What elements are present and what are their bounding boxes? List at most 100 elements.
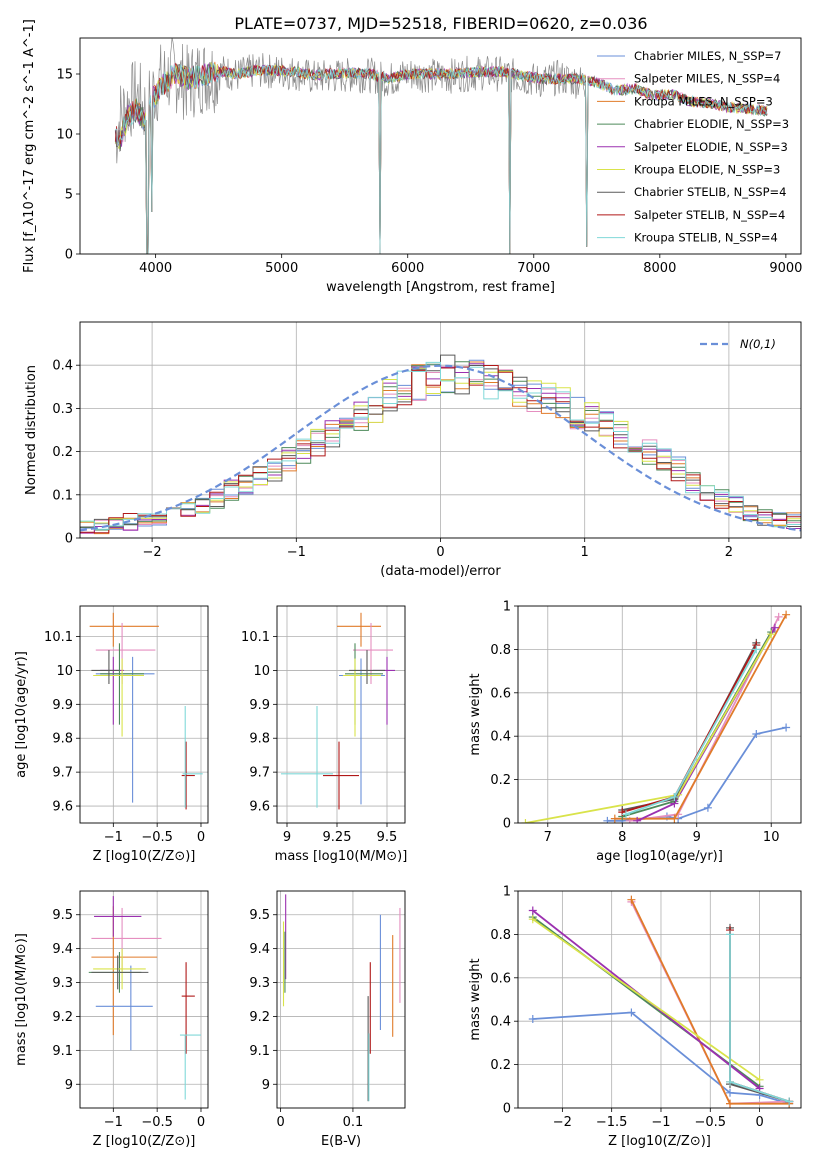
age_vs_Z-plot-area: [80, 606, 208, 823]
age_vs_mass-ytick-label-1: 9.7: [249, 766, 270, 781]
massweight_vs_Z-ytick-label-0: 0: [503, 1102, 511, 1117]
massweight_vs_age-series-kroupa_elodie: [525, 633, 772, 823]
massweight_vs_Z-xtick-label-3: −0.5: [694, 1115, 726, 1130]
figure-title: PLATE=0737, MJD=52518, FIBERID=0620, z=0…: [234, 14, 647, 33]
spectrum-legend-label-3: Chabrier ELODIE, N_SSP=3: [634, 117, 789, 131]
mass_vs_EBV-ytick-label-4: 9.4: [249, 942, 270, 957]
massweight_vs_Z-marker-kroupa_miles-0: [627, 895, 636, 904]
massweight_vs_age-series-kroupa_miles: [614, 614, 787, 820]
age_vs_mass-xtick-label-0: 9: [283, 830, 291, 845]
massweight_vs_age-ytick-label-3: 0.6: [490, 686, 511, 701]
massweight_vs_age-marker-salpeter_miles-2: [774, 612, 783, 621]
mass_vs_EBV-ytick-label-0: 9: [262, 1078, 270, 1093]
age_vs_Z-xtick-label-0: −1: [104, 830, 123, 845]
massweight_vs_age-marker-kroupa_miles-1: [670, 814, 679, 823]
mass_vs_Z-ylabel: mass [log10(M/M⊙)]: [14, 933, 29, 1066]
massweight_vs_age-xtick-label-3: 10: [763, 830, 780, 845]
massweight_vs_age-panel: 7 8 9 10 0 0.2 0.4 0.6 0.8 1 age [log10(age/yr)] ma…: [468, 600, 802, 864]
mass_vs_Z-ytick-label-2: 9.2: [52, 1010, 73, 1025]
massweight_vs_Z-series-kroupa_elodie: [532, 918, 761, 1081]
age_vs_Z-ytick-label-3: 9.9: [52, 698, 73, 713]
massweight_vs_Z-marker-kroupa_elodie-0: [528, 915, 537, 924]
age_vs_Z-ylabel: age [log10(age/yr)]: [14, 651, 29, 778]
massweight_vs_age-marker-chabrier_miles-6: [782, 723, 791, 732]
spectrum-xtick-label-4: 8000: [643, 261, 676, 276]
massweight_vs_Z-marker-chabrier_miles-0: [528, 1015, 537, 1024]
mass_vs_EBV-plot-area: [277, 891, 405, 1108]
age_vs_Z-ytick-label-1: 9.7: [52, 766, 73, 781]
massweight_vs_Z-marker-kroupa_miles-1: [726, 1099, 735, 1108]
massweight_vs_age-xtick-label-1: 8: [618, 830, 626, 845]
mass_vs_EBV-panel: 0 0.1 9 9.1 9.2 9.3 9.4 9.5 E(B-V): [249, 890, 406, 1149]
age_vs_mass-ytick-label-4: 10: [253, 664, 270, 679]
massweight_vs_Z-panel: −2 −1.5 −1 −0.5 0 0 0.2 0.4 0.6 0.8 1 Z [log10(Z/Z⊙…: [468, 885, 802, 1149]
mass_vs_EBV-frame: [276, 890, 406, 1109]
mass_vs_EBV-xlabel: E(B-V): [321, 1134, 361, 1149]
residuals-ytick-label-1: 0.1: [52, 488, 73, 503]
mass_vs_Z-ytick-label-0: 9: [65, 1078, 73, 1093]
massweight_vs_Z-ytick-label-4: 0.8: [490, 928, 511, 943]
age_vs_Z-ytick-label-2: 9.8: [52, 732, 73, 747]
spectrum-ylabel: Flux [f_λ10^-17 erg cm^-2 s^-1 A^-1]: [22, 19, 37, 273]
massweight_vs_Z-ytick-label-3: 0.6: [490, 971, 511, 986]
mass_vs_Z-xtick-label-0: −1: [104, 1115, 123, 1130]
massweight_vs_Z-ytick-label-1: 0.2: [490, 1058, 511, 1073]
massweight_vs_Z-xtick-label-2: −1: [651, 1115, 670, 1130]
spectrum-model-line-kroupa_stelib: [115, 62, 768, 254]
residual-legend-label: N(0,1): [740, 337, 776, 351]
residuals-xtick-label-4: 2: [725, 545, 733, 560]
age_vs_mass-xtick-label-1: 9.25: [323, 830, 352, 845]
residuals-xtick-label-3: 1: [581, 545, 589, 560]
massweight_vs_Z-ytick-label-2: 0.4: [490, 1015, 511, 1030]
age_vs_Z-ytick-label-5: 10.1: [44, 630, 73, 645]
massweight_vs_Z-marker-chabrier_miles-1: [627, 1008, 636, 1017]
massweight_vs_age-ytick-label-1: 0.2: [490, 773, 511, 788]
age_vs_Z-ytick-label-4: 10: [56, 664, 73, 679]
massweight_vs_age-marker-chabrier_miles-4: [703, 803, 712, 812]
mass_vs_Z-panel: −1 −0.5 0 9 9.1 9.2 9.3 9.4 9.5 Z [log10(Z/Z⊙)] ma…: [14, 890, 209, 1149]
mass_vs_Z-ytick-label-4: 9.4: [52, 942, 73, 957]
spectrum-model-line-salpeter_stelib: [114, 62, 768, 254]
massweight_vs_Z-marker-salpeter_elodie-0: [528, 906, 537, 915]
age_vs_Z-xlabel: Z [log10(Z/Z⊙)]: [93, 849, 196, 864]
massweight_vs_age-ylabel: mass weight: [468, 673, 483, 755]
residuals-ytick-label-3: 0.3: [52, 402, 73, 417]
residuals-frame: [79, 321, 802, 539]
spectrum-ytick-label-0: 0: [65, 248, 73, 263]
age_vs_Z-xtick-label-2: 0: [197, 830, 205, 845]
age_vs_mass-plot-area: [277, 606, 405, 823]
residuals-xtick-label-0: −2: [143, 545, 162, 560]
spectrum-xtick-label-5: 9000: [769, 261, 802, 276]
age_vs_mass-ytick-label-0: 9.6: [249, 800, 270, 815]
massweight_vs_Z-marker-kroupa_stelib-2: [785, 1097, 794, 1106]
spectrum-legend-label-8: Kroupa STELIB, N_SSP=4: [634, 231, 778, 245]
spectrum-legend-label-2: Kroupa MILES, N_SSP=3: [634, 94, 773, 108]
massweight_vs_age-marker-kroupa_elodie-0: [521, 819, 530, 823]
spectrum-frame: [79, 37, 802, 255]
spectrum-legend-label-6: Chabrier STELIB, N_SSP=4: [634, 185, 786, 199]
age_vs_Z-frame: [79, 605, 209, 824]
massweight_vs_Z-marker-kroupa_stelib-1: [726, 1077, 735, 1086]
massweight_vs_age-plot-area: [518, 606, 801, 823]
mass_vs_Z-ytick-label-5: 9.5: [52, 908, 73, 923]
mass_vs_EBV-ytick-label-3: 9.3: [249, 976, 270, 991]
spectrum-panel: 4000 5000 6000 7000 8000 9000 0 5 10 15 wavelength…: [22, 19, 802, 295]
massweight_vs_age-series-salpeter_stelib: [622, 644, 758, 813]
age_vs_mass-ytick-label-2: 9.8: [249, 732, 270, 747]
massweight_vs_age-ytick-label-5: 1: [503, 600, 511, 615]
massweight_vs_age-xtick-label-2: 9: [693, 830, 701, 845]
massweight_vs_Z-xtick-label-4: 0: [755, 1115, 763, 1130]
mass_vs_EBV-xtick-label-0: 0: [276, 1115, 284, 1130]
massweight_vs_age-marker-salpeter_elodie-0: [633, 816, 642, 823]
massweight_vs_Z-marker-chabrier_miles-2: [726, 1088, 735, 1097]
mass_vs_Z-ytick-label-3: 9.3: [52, 976, 73, 991]
residuals-ytick-label-0: 0: [65, 532, 73, 547]
massweight_vs_age-marker-kroupa_stelib-2: [752, 645, 761, 654]
massweight_vs_Z-xtick-label-0: −2: [553, 1115, 572, 1130]
residuals-ylabel: Normed distribution: [24, 365, 39, 495]
age_vs_Z-panel: −1 −0.5 0 9.6 9.7 9.8 9.9 10 10.1 Z [log10(Z/Z⊙)]…: [14, 605, 209, 864]
residuals-plot-area: [80, 322, 801, 538]
massweight_vs_age-xlabel: age [log10(age/yr)]: [596, 849, 723, 864]
massweight_vs_age-ytick-label-2: 0.4: [490, 730, 511, 745]
spectrum-legend-label-1: Salpeter MILES, N_SSP=4: [634, 72, 780, 86]
